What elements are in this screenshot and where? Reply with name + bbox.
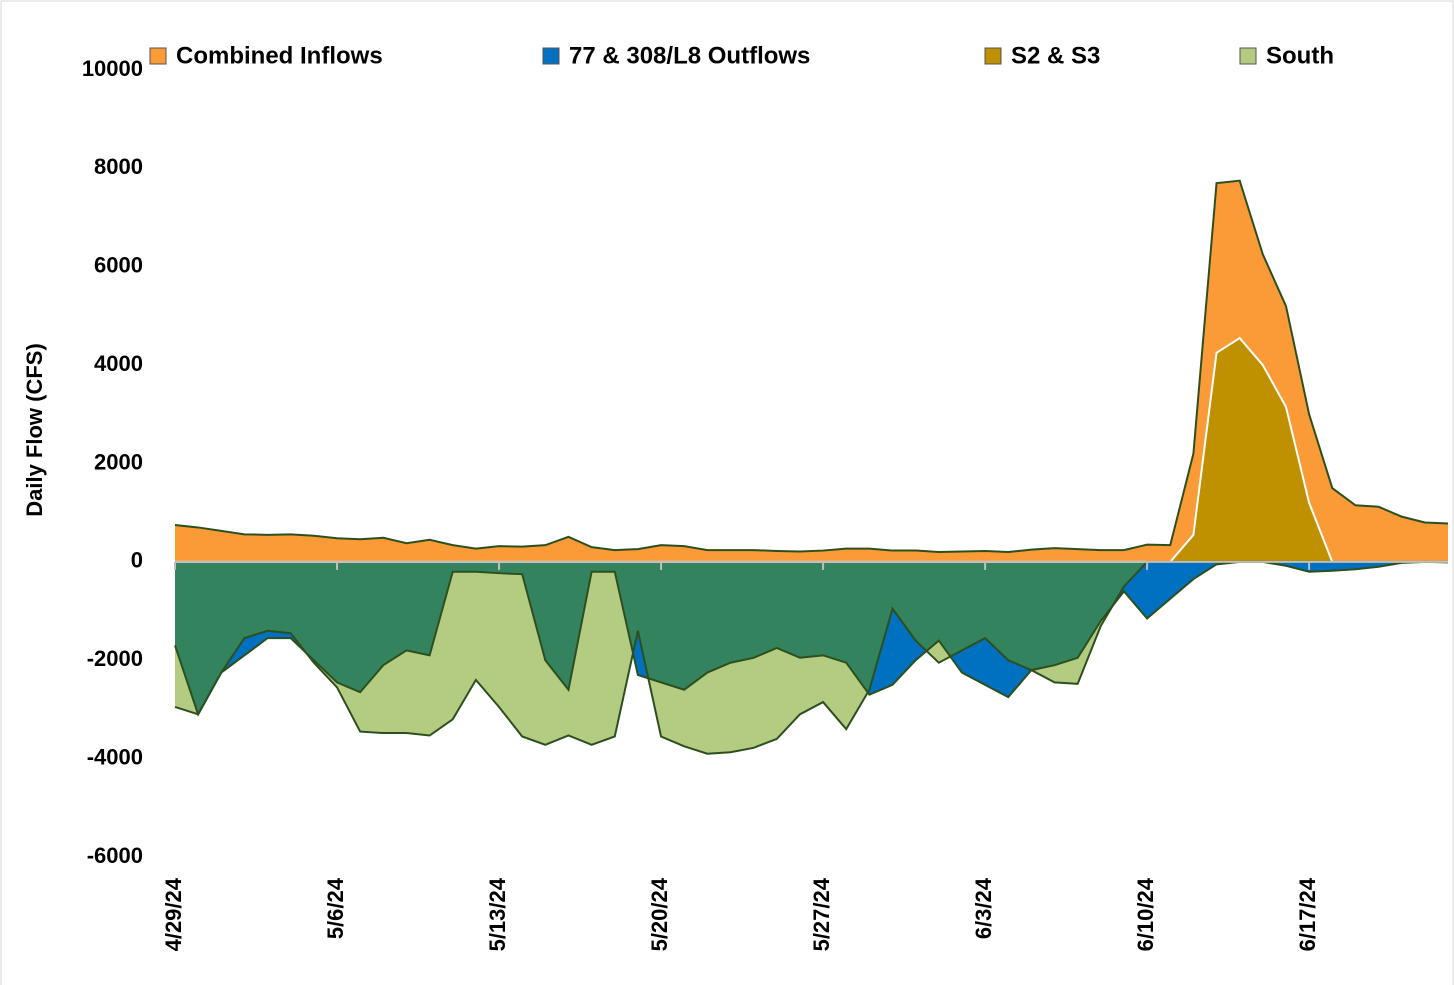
x-tick-label: 6/3/24 (971, 877, 996, 939)
x-tick-label: 6/10/24 (1133, 877, 1158, 951)
x-tick-label: 6/17/24 (1295, 877, 1320, 951)
area (175, 561, 1448, 754)
x-tick-label: 4/29/24 (161, 877, 186, 951)
legend-swatch (149, 47, 167, 65)
y-tick-label: 10000 (82, 56, 143, 81)
series-line (174, 179, 1449, 554)
y-tick-label: 6000 (94, 253, 143, 278)
legend-label: S2 & S3 (1011, 42, 1100, 69)
y-axis-title: Daily Flow (CFS) (22, 343, 47, 517)
x-tick-label: 5/27/24 (809, 877, 834, 951)
x-tick-label: 5/13/24 (485, 877, 510, 951)
legend-swatch (984, 47, 1002, 65)
y-tick-label: 8000 (94, 154, 143, 179)
y-tick-label: -2000 (87, 646, 143, 671)
area (175, 180, 1448, 562)
y-tick-label: -6000 (87, 843, 143, 868)
legend-label: 77 & 308/L8 Outflows (569, 42, 810, 69)
y-tick-label: -4000 (87, 744, 143, 769)
legend-swatch (1239, 47, 1257, 65)
y-tick-label: 2000 (94, 449, 143, 474)
legend-label: South (1266, 42, 1334, 69)
area (175, 338, 1448, 562)
legend-swatch (542, 47, 560, 65)
legend-label: Combined Inflows (176, 42, 383, 69)
x-tick-label: 5/20/24 (647, 877, 672, 951)
x-tick-label: 5/6/24 (323, 877, 348, 939)
y-tick-label: 4000 (94, 351, 143, 376)
y-tick-label: 0 (131, 548, 143, 573)
